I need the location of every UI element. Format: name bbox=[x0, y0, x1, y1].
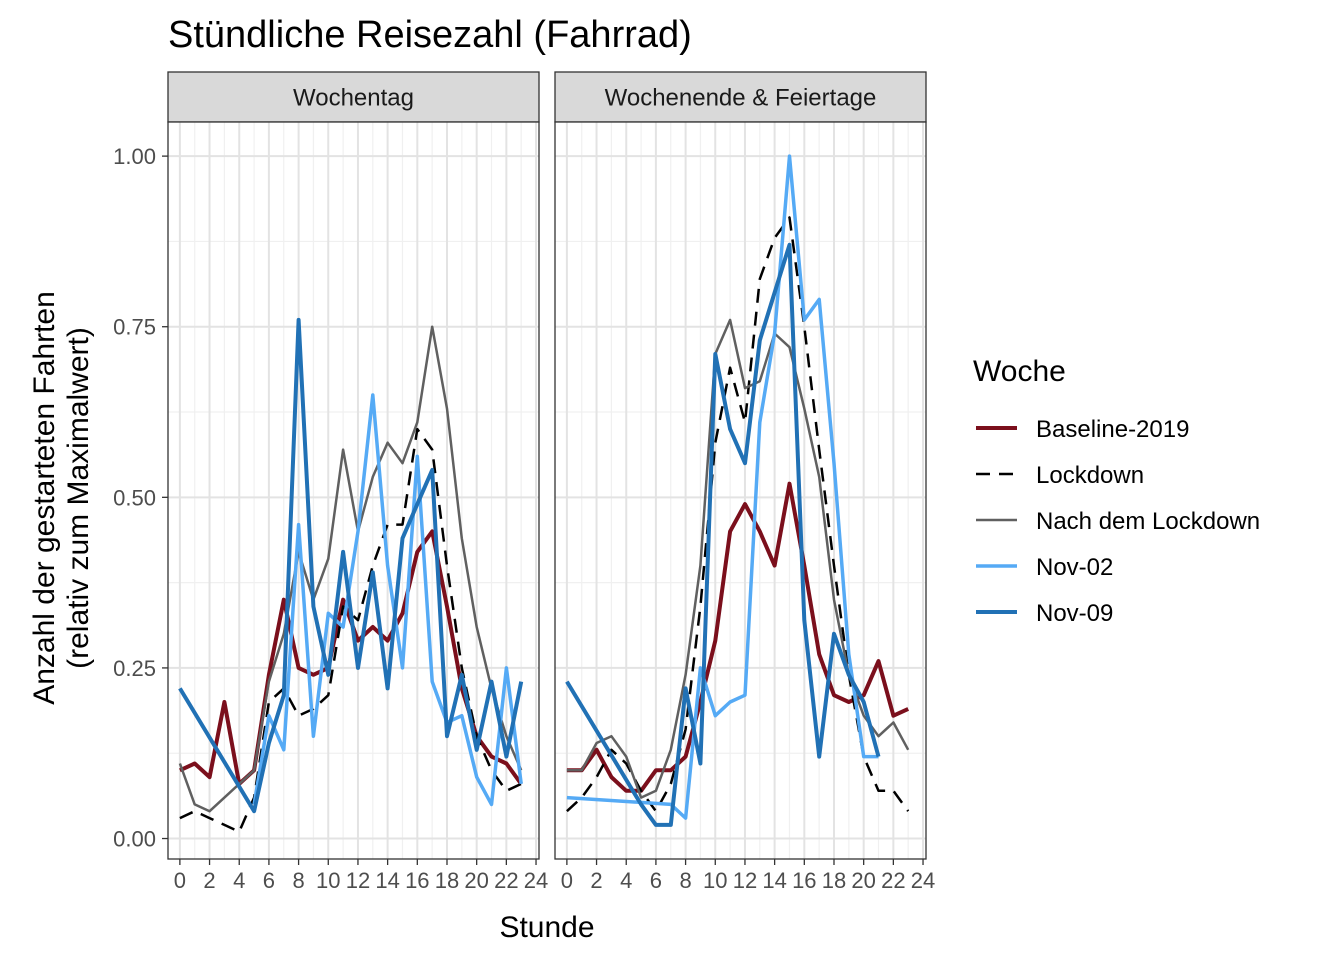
x-tick-label: 12 bbox=[733, 868, 757, 893]
y-axis-title: Anzahl der gestarteten Fahrten (relativ … bbox=[28, 291, 95, 705]
x-tick-label: 6 bbox=[650, 868, 662, 893]
y-axis-title-line-1: Anzahl der gestarteten Fahrten bbox=[28, 291, 61, 705]
x-tick-label: 16 bbox=[405, 868, 429, 893]
x-tick-label: 22 bbox=[494, 868, 518, 893]
legend-label-lockdown: Lockdown bbox=[1036, 462, 1144, 489]
legend-label-nov-02: Nov-02 bbox=[1036, 554, 1113, 581]
panel-strip-wochentag bbox=[167, 71, 540, 123]
x-tick-label: 8 bbox=[679, 868, 691, 893]
x-tick-label: 18 bbox=[822, 868, 846, 893]
x-tick-label: 24 bbox=[911, 868, 935, 893]
series-line-lockdown-wochenende bbox=[566, 216, 910, 813]
series-line-nov-09-wochentag bbox=[178, 317, 524, 814]
x-tick-label: 20 bbox=[851, 868, 875, 893]
y-tick-label: 0.25 bbox=[113, 656, 156, 681]
panel-strip-label-wochenende: Wochenende & Feiertage bbox=[605, 85, 877, 112]
legend-label-nov-09: Nov-09 bbox=[1036, 600, 1113, 627]
y-tick-label: 0.50 bbox=[113, 485, 156, 510]
panel-wochentag: Wochentag 0 2 4 6 8 10 12 14 16 18 20 22 24 bbox=[167, 71, 548, 893]
y-tick-label: 1.00 bbox=[113, 144, 156, 169]
y-tick-label: 0.00 bbox=[113, 827, 156, 852]
x-tick-label: 0 bbox=[174, 868, 186, 893]
legend-title: Woche bbox=[973, 355, 1066, 388]
series-wochenende bbox=[565, 154, 910, 827]
x-tick-label: 16 bbox=[792, 868, 816, 893]
legend: Woche Baseline-2019 Lockdown Nach dem Lock… bbox=[973, 355, 1260, 627]
legend-label-nach-dem-lockdown: Nach dem Lockdown bbox=[1036, 508, 1260, 535]
legend-items: Baseline-2019 Lockdown Nach dem Lockdown No… bbox=[976, 416, 1260, 627]
x-axis-title: Stunde bbox=[499, 911, 594, 944]
y-axis: 0.00 0.25 0.50 0.75 1.00 bbox=[113, 144, 168, 852]
x-tick-label: 14 bbox=[375, 868, 399, 893]
x-tick-label: 4 bbox=[620, 868, 632, 893]
x-tick-label: 20 bbox=[464, 868, 488, 893]
x-axis-wochentag: 0 2 4 6 8 10 12 14 16 18 20 22 24 bbox=[174, 859, 548, 893]
x-tick-label: 8 bbox=[292, 868, 304, 893]
y-tick-label: 0.75 bbox=[113, 315, 156, 340]
panel-border-wochenende bbox=[554, 121, 927, 860]
legend-label-baseline-2019: Baseline-2019 bbox=[1036, 416, 1189, 443]
series-line-nov-02-wochenende bbox=[566, 154, 879, 820]
x-tick-label: 22 bbox=[881, 868, 905, 893]
panel-border-wochentag bbox=[167, 121, 540, 860]
x-tick-label: 24 bbox=[524, 868, 548, 893]
series-line-nov-02-wochentag bbox=[252, 393, 523, 807]
x-tick-label: 0 bbox=[561, 868, 573, 893]
x-tick-label: 2 bbox=[203, 868, 215, 893]
panel-strip-wochenende bbox=[554, 71, 927, 123]
x-tick-label: 10 bbox=[316, 868, 340, 893]
plot-area-wochenende bbox=[555, 122, 926, 859]
x-tick-label: 2 bbox=[590, 868, 602, 893]
panel-strip-label-wochentag: Wochentag bbox=[293, 85, 414, 112]
x-tick-label: 18 bbox=[435, 868, 459, 893]
x-tick-label: 6 bbox=[263, 868, 275, 893]
x-tick-label: 12 bbox=[346, 868, 370, 893]
x-tick-label: 10 bbox=[703, 868, 727, 893]
series-line-nov-09-wochenende bbox=[565, 242, 881, 827]
panel-wochenende: Wochenende & Feiertage 0 2 4 6 8 10 12 14 16 18 20… bbox=[554, 71, 935, 893]
x-tick-label: 14 bbox=[762, 868, 786, 893]
x-tick-label: 4 bbox=[233, 868, 245, 893]
series-wochentag bbox=[178, 317, 524, 833]
chart-title: Stündliche Reisezahl (Fahrrad) bbox=[168, 14, 692, 56]
x-axis-wochenende: 0 2 4 6 8 10 12 14 16 18 20 22 24 bbox=[561, 859, 935, 893]
series-line-baseline-2019-wochenende bbox=[566, 481, 910, 793]
grid-wochenende bbox=[555, 122, 926, 859]
y-axis-title-line-2: (relativ zum Maximalwert) bbox=[62, 327, 95, 669]
